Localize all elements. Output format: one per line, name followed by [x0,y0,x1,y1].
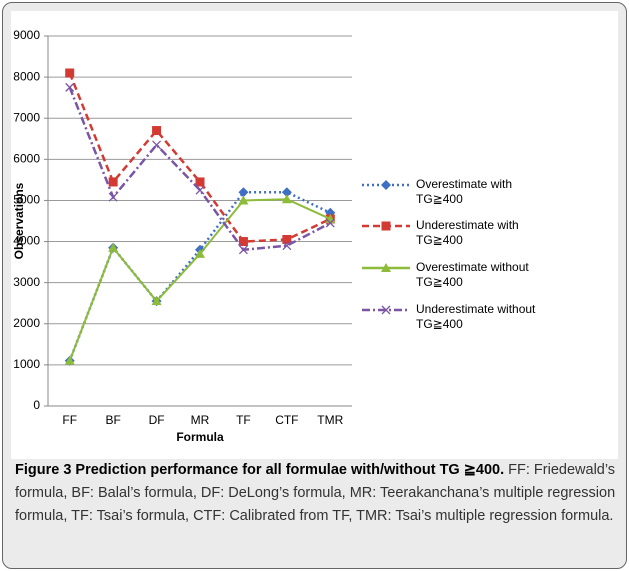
marker [195,185,205,195]
marker [238,195,249,205]
x-tick-label: MR [191,413,210,427]
x-tick-label: DF [149,413,165,427]
marker [65,82,75,92]
marker [64,355,75,365]
marker [381,305,391,315]
marker [108,192,118,202]
marker [195,248,205,258]
x-axis-title: Formula [176,430,224,444]
x-tick-label: TF [236,413,251,427]
legend-label: Overestimate with TG≧400 [416,177,513,206]
marker [108,242,119,252]
x-tick-label: CTF [275,413,298,427]
y-tick-label: 7000 [13,110,40,124]
x-tick-label: TMR [317,413,343,427]
marker [281,194,292,204]
marker [152,126,162,136]
y-tick-label: 1000 [13,357,40,371]
y-tick-label: 3000 [13,275,40,289]
caption-text: FF: Friedewald’s formula, BF: Balal’s fo… [15,462,616,524]
y-tick-label: 6000 [13,152,40,166]
marker [238,245,248,255]
legend-label: Overestimate without TG≧400 [416,260,529,289]
marker [108,177,118,187]
series-line [68,198,331,362]
y-tick-label: 0 [33,398,40,412]
marker [325,218,335,228]
legend-label: Underestimate with TG≧400 [416,218,519,247]
marker [381,180,391,190]
y-tick-label: 4000 [13,234,40,248]
y-tick-label: 2000 [13,316,40,330]
marker [151,296,162,306]
marker [282,241,292,251]
marker [238,237,248,247]
marker [65,68,75,78]
marker [381,221,391,231]
x-tick-label: FF [62,413,77,427]
x-tick-label: BF [105,413,120,427]
marker [282,235,292,244]
y-tick-label: 8000 [13,69,40,83]
caption-title: Figure 3 Prediction performance for all … [15,462,505,478]
marker [238,187,249,198]
series-line [68,72,331,243]
y-tick-label: 9000 [13,28,40,42]
plot-area [11,11,618,459]
y-axis-title: Observations [12,182,26,259]
caption: Figure 3 Prediction performance for all … [15,459,618,528]
series-line [68,190,331,362]
marker [152,140,162,150]
chart: Observations Formula 0 1000 2000 3000 4000 50… [12,28,410,444]
marker [195,177,205,187]
legend-label: Underestimate without TG≧400 [416,302,536,331]
marker [381,263,391,272]
y-tick-label: 5000 [13,193,40,207]
marker [281,187,292,198]
